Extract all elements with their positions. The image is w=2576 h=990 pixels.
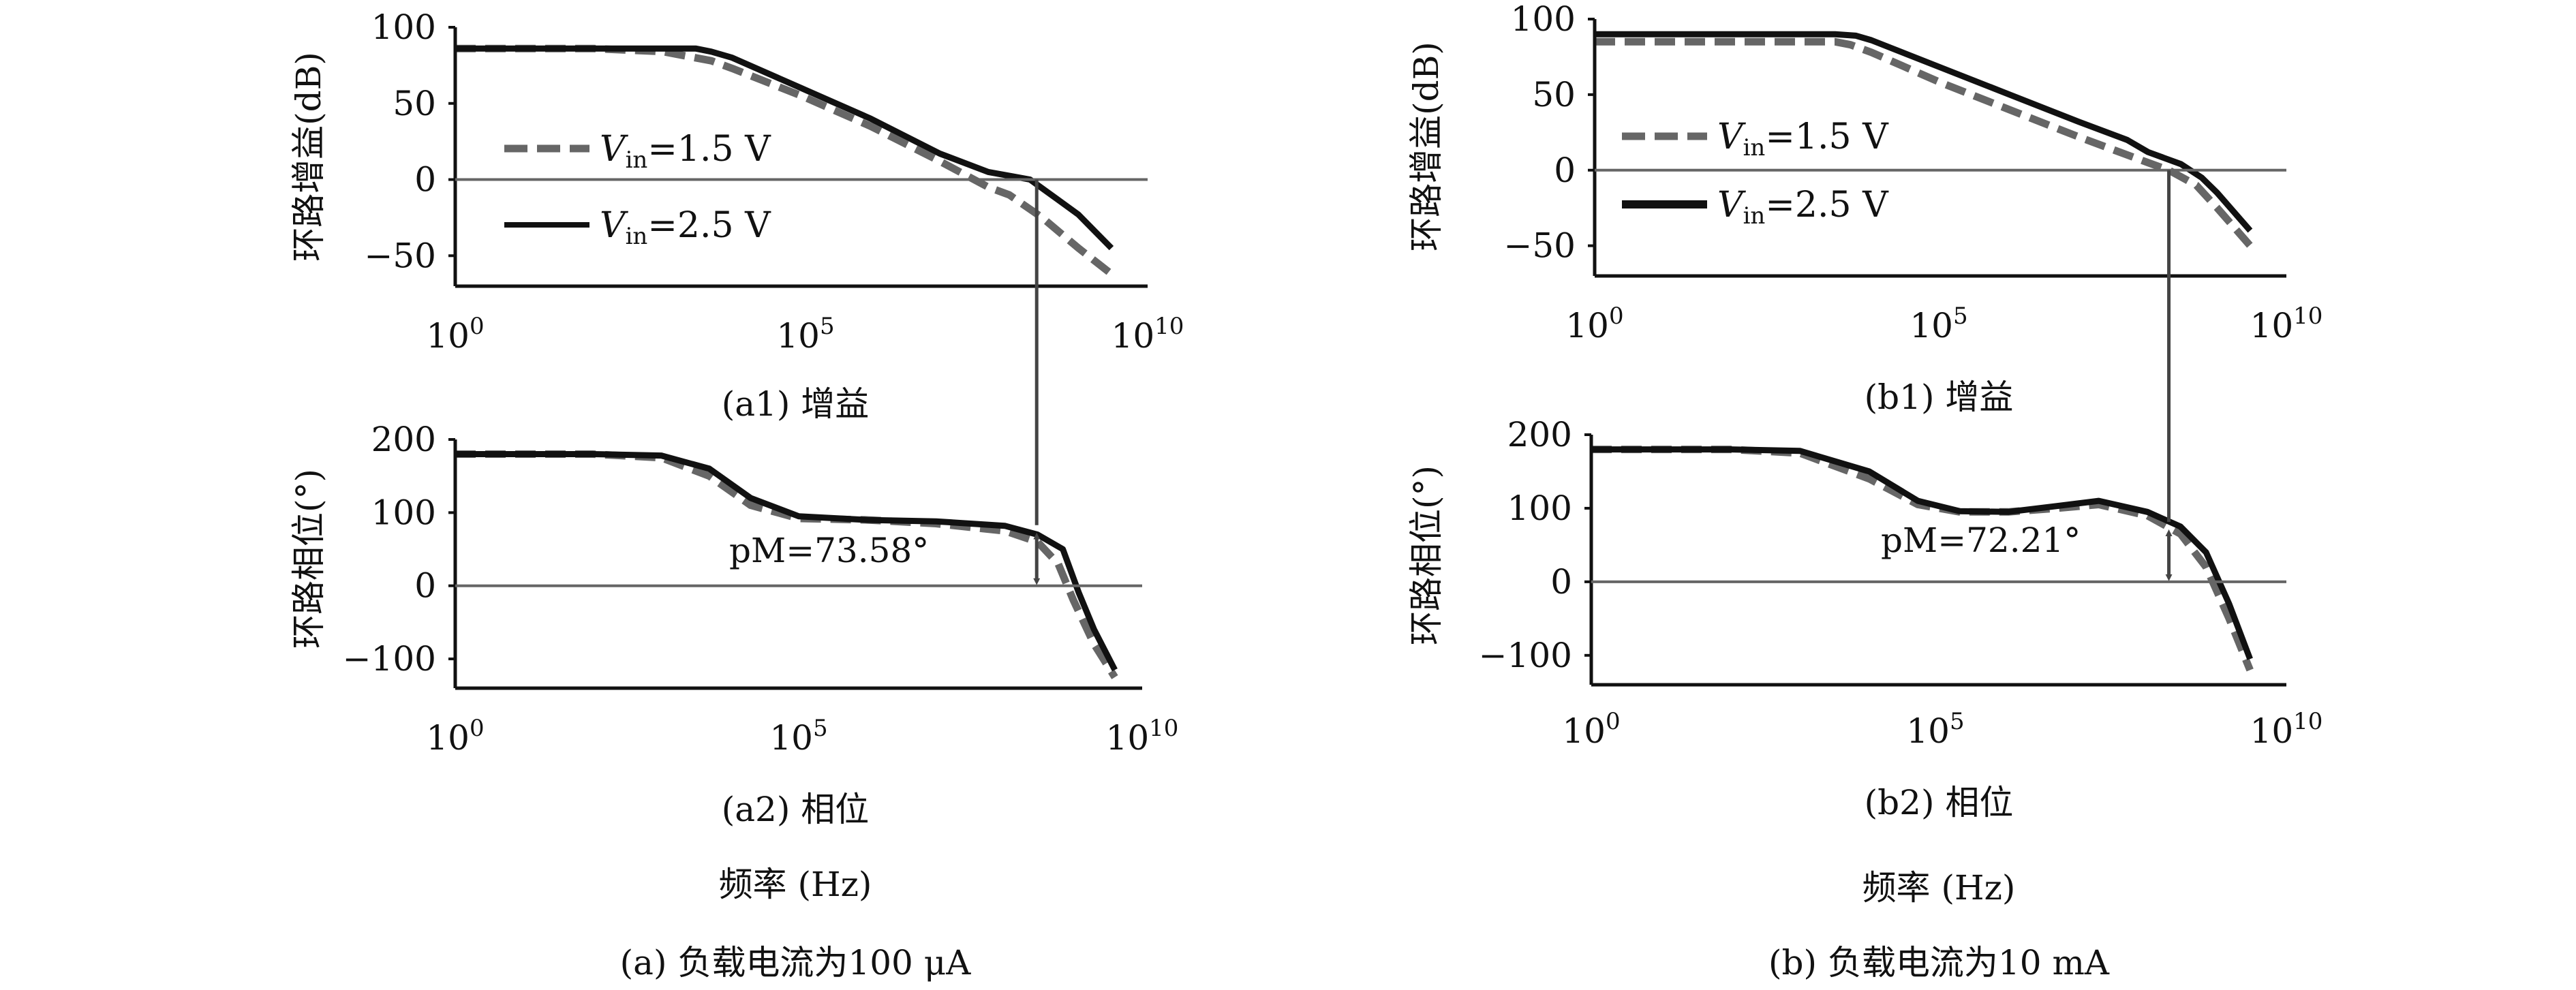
y-tick-label: 0: [414, 160, 436, 200]
y-axis-label: 环路增益(dB): [1407, 42, 1446, 251]
series-line-vin-2p5: [1595, 31, 2253, 233]
caption-b1: (b1) 增益: [1865, 377, 2014, 417]
y-tick-label: 100: [371, 7, 436, 47]
x-tick-label-b2-10: 1010: [2250, 708, 2323, 751]
y-tick-label: −50: [1503, 226, 1576, 266]
group-caption-b: (b) 负载电流为10 mA: [1768, 943, 2110, 983]
y-tick-label: −100: [343, 639, 436, 679]
caption-b2: (b2) 相位: [1865, 783, 2014, 822]
legend-label-vin-1p5: Vin=1.5 V: [1717, 117, 1889, 161]
x-tick-label-b1-5: 105: [1910, 303, 1967, 345]
chart-a2-phase: 200 100 0 −100 环路相位(°): [289, 420, 1142, 690]
legend-label-vin-2p5: Vin=2.5 V: [1717, 185, 1889, 230]
legend-a: Vin=1.5 V Vin=2.5 V: [504, 129, 771, 250]
y-tick-label: 50: [1532, 75, 1576, 114]
y-axis-label: 环路增益(dB): [289, 52, 328, 262]
y-tick-label: 100: [1511, 0, 1576, 39]
group-caption-a: (a) 负载电流为100 μA: [620, 943, 972, 983]
caption-a1: (a1) 增益: [722, 384, 870, 424]
y-tick-label: 50: [393, 84, 436, 123]
legend-label-vin-1p5: Vin=1.5 V: [600, 129, 771, 174]
x-tick-label-a2-5: 105: [769, 715, 827, 758]
x-tick-label-b2-5: 105: [1906, 708, 1964, 751]
chart-a1-gain: 100 50 0 −50 环路增益(dB): [289, 7, 1148, 288]
chart-b2-phase: 200 100 0 −100 环路相位(°): [1407, 415, 2286, 687]
y-tick-label: 0: [1550, 562, 1572, 602]
y-tick-label: 200: [371, 420, 436, 459]
y-tick-label: −100: [1479, 636, 1572, 675]
phase-margin-label-a: pM=73.58°: [729, 531, 929, 570]
series-line-vin-2p5: [455, 45, 1114, 251]
x-tick-label-a2-0: 100: [426, 715, 484, 758]
x-tick-label-a1-0: 100: [426, 313, 484, 356]
x-axis-label-a: 频率 (Hz): [719, 865, 872, 904]
y-axis-label: 环路相位(°): [289, 469, 328, 649]
x-axis-label-b: 频率 (Hz): [1862, 868, 2016, 908]
x-tick-label-b1-0: 100: [1565, 303, 1623, 345]
y-tick-label: 200: [1507, 415, 1572, 454]
series-line-vin-1p5: [1595, 37, 2254, 249]
series-line-vin-2p5: [1591, 446, 2253, 660]
x-tick-label-a1-10: 1010: [1111, 313, 1184, 356]
y-tick-label: 100: [1507, 489, 1572, 528]
y-tick-label: 0: [414, 566, 436, 606]
y-tick-label: −50: [364, 236, 436, 275]
y-axis-label: 环路相位(°): [1407, 465, 1446, 645]
y-tick-label: 100: [371, 493, 436, 532]
legend-b: Vin=1.5 V Vin=2.5 V: [1622, 117, 1889, 230]
x-tick-label-b1-10: 1010: [2250, 303, 2323, 345]
phase-margin-label-b: pM=72.21°: [1881, 521, 2081, 560]
x-tick-label-a2-10: 1010: [1106, 715, 1179, 758]
x-tick-label-a1-5: 105: [776, 313, 834, 356]
caption-a2: (a2) 相位: [722, 790, 870, 829]
legend-label-vin-2p5: Vin=2.5 V: [600, 205, 771, 250]
y-tick-label: 0: [1554, 151, 1576, 190]
chart-b1-gain: 100 50 0 −50 环路增益(dB): [1407, 0, 2286, 278]
x-tick-label-b2-0: 100: [1562, 708, 1620, 751]
